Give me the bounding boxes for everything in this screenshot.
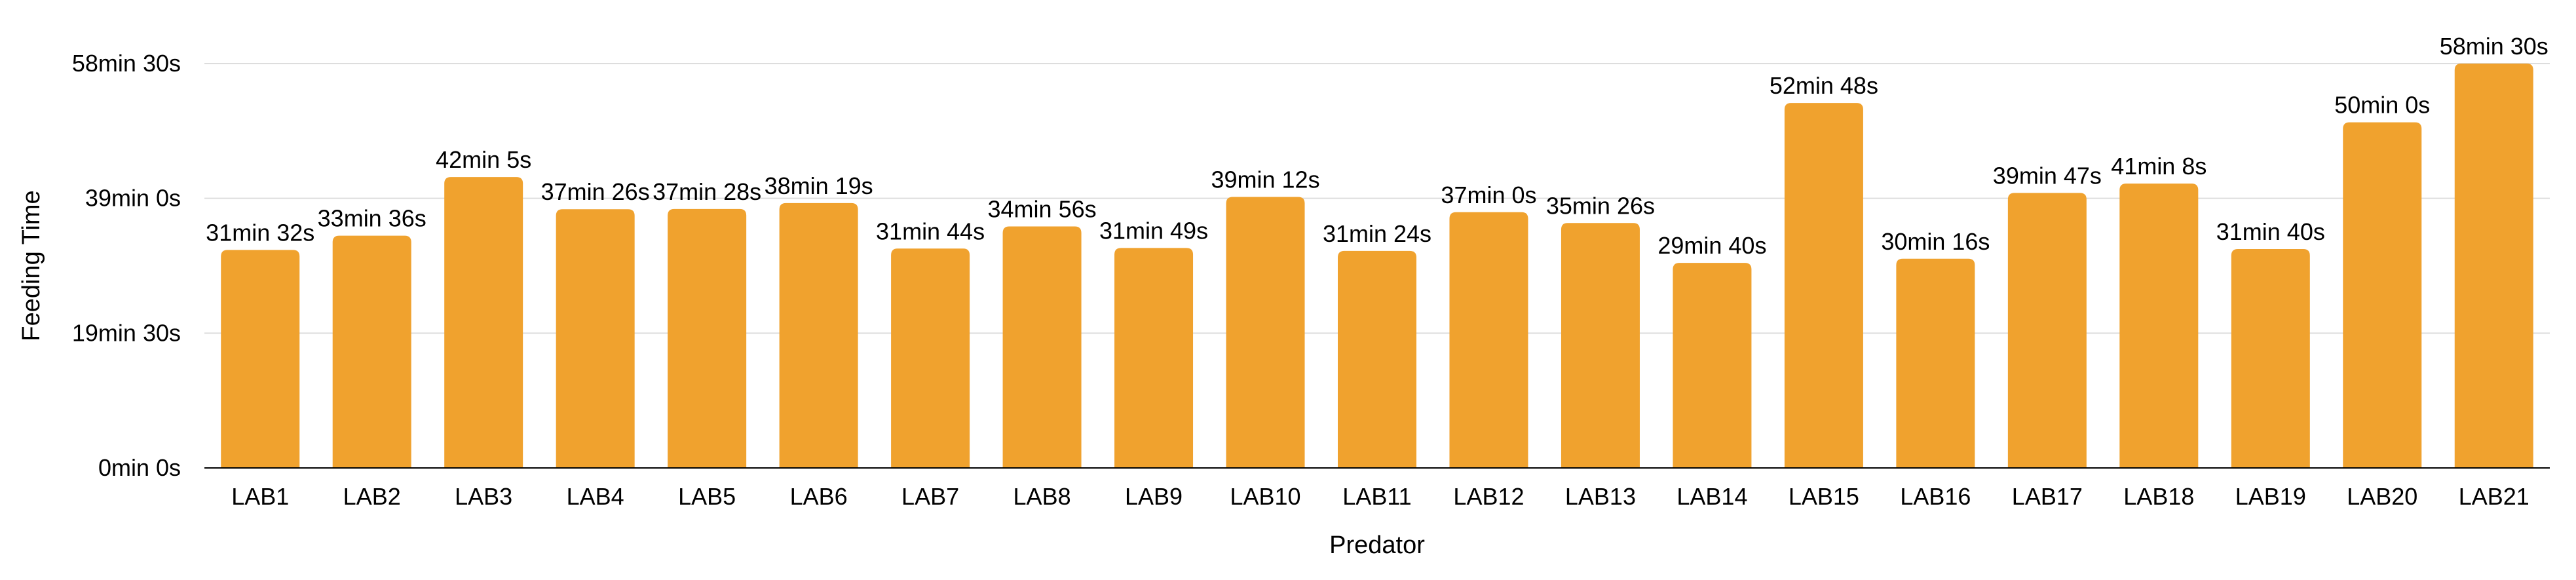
data-label: 33min 36s: [318, 205, 426, 232]
data-label: 31min 49s: [1099, 217, 1208, 244]
bar-lab18: [2119, 184, 2199, 468]
x-axis-ticks: LAB1 LAB2 LAB3 LAB4 LAB5 LAB6 LAB7 LAB8 LAB9 LAB1…: [231, 483, 2529, 510]
bar-lab4: [556, 209, 635, 468]
x-tick-label: LAB20: [2347, 483, 2417, 510]
bar-lab16: [1896, 258, 1975, 468]
x-tick-label: LAB13: [1565, 483, 1636, 510]
x-tick-label: LAB1: [231, 483, 289, 510]
data-label: 31min 44s: [876, 218, 985, 244]
bar-lab21: [2454, 64, 2533, 468]
y-tick-label: 58min 30s: [72, 50, 181, 77]
x-tick-label: LAB7: [901, 483, 959, 510]
data-label: 52min 48s: [1770, 72, 1878, 99]
x-tick-label: LAB8: [1013, 483, 1071, 510]
bar-lab6: [779, 203, 858, 468]
x-tick-label: LAB21: [2459, 483, 2529, 510]
y-axis-title: Feeding Time: [18, 190, 45, 341]
data-label: 38min 19s: [765, 172, 873, 199]
y-tick-label: 39min 0s: [85, 185, 181, 212]
data-label: 41min 8s: [2111, 153, 2207, 180]
x-tick-label: LAB3: [455, 483, 512, 510]
x-tick-label: LAB9: [1125, 483, 1183, 510]
bar-lab1: [221, 250, 300, 468]
data-label: 58min 30s: [2440, 33, 2548, 60]
bar-lab14: [1673, 263, 1752, 468]
bars: [221, 64, 2533, 469]
bar-lab20: [2343, 122, 2422, 469]
x-axis-title: Predator: [1329, 532, 1425, 559]
x-tick-label: LAB17: [2012, 483, 2083, 510]
bar-lab19: [2231, 249, 2310, 468]
data-label: 37min 26s: [541, 178, 650, 205]
data-label: 37min 28s: [653, 178, 761, 205]
y-tick-label: 19min 30s: [72, 319, 181, 346]
data-label: 39min 12s: [1211, 166, 1319, 193]
data-label: 50min 0s: [2334, 92, 2430, 119]
bar-lab10: [1226, 197, 1305, 468]
x-tick-label: LAB10: [1230, 483, 1300, 510]
data-label: 34min 56s: [988, 196, 1097, 223]
x-tick-label: LAB19: [2235, 483, 2306, 510]
x-tick-label: LAB18: [2123, 483, 2194, 510]
bar-lab12: [1449, 212, 1528, 468]
bar-lab7: [891, 248, 970, 468]
x-tick-label: LAB5: [678, 483, 736, 510]
data-label: 37min 0s: [1441, 182, 1536, 208]
x-tick-label: LAB15: [1789, 483, 1859, 510]
data-label: 35min 26s: [1546, 192, 1655, 219]
y-tick-label: 0min 0s: [98, 454, 181, 481]
data-label: 29min 40s: [1657, 232, 1766, 259]
bar-lab13: [1561, 223, 1640, 468]
data-label: 30min 16s: [1881, 228, 1990, 255]
data-label: 31min 24s: [1323, 220, 1431, 247]
data-label: 42min 5s: [436, 146, 531, 173]
bar-lab11: [1338, 250, 1416, 468]
x-tick-label: LAB4: [567, 483, 624, 510]
x-tick-label: LAB6: [790, 483, 848, 510]
bar-lab17: [2007, 193, 2087, 468]
data-label: 39min 47s: [1993, 162, 2102, 189]
bar-lab3: [444, 177, 523, 468]
bar-lab8: [1002, 226, 1082, 468]
bar-lab15: [1784, 103, 1863, 469]
data-label: 31min 40s: [2216, 218, 2325, 245]
y-axis-ticks: 0min 0s 19min 30s 39min 0s 58min 30s: [72, 50, 181, 481]
bar-lab9: [1114, 248, 1194, 468]
data-label: 31min 32s: [206, 219, 314, 246]
x-tick-label: LAB2: [343, 483, 401, 510]
x-tick-label: LAB12: [1453, 483, 1524, 510]
bar-lab5: [668, 208, 747, 468]
x-tick-label: LAB11: [1342, 483, 1411, 510]
x-tick-label: LAB14: [1676, 483, 1747, 510]
x-tick-label: LAB16: [1900, 483, 1971, 510]
bar-lab2: [332, 235, 411, 468]
